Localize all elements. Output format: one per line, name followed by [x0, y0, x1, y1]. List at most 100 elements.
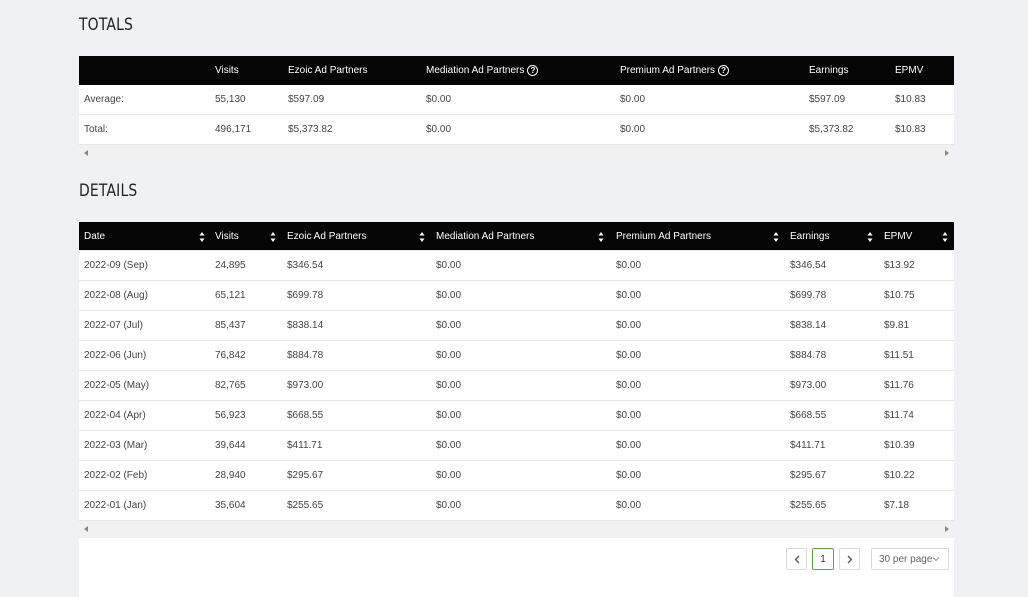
earnings-cell: $973.00 — [790, 380, 827, 391]
visits-cell: 65,121 — [215, 290, 246, 301]
mediation-cell: $0.00 — [436, 380, 462, 391]
premium-cell: $0.00 — [616, 290, 642, 301]
date-cell: 2022-04 (Apr) — [84, 410, 146, 421]
sort-icon[interactable] — [270, 231, 276, 243]
earnings-cell: $699.78 — [790, 290, 827, 301]
mediation-cell: $0.00 — [436, 470, 462, 481]
table-row: 2022-05 (May) 82,765 $973.00 $0.00 $0.00 $973… — [79, 371, 954, 401]
ezoic-cell: $838.14 — [287, 320, 324, 331]
mediation-cell: $0.00 — [436, 410, 462, 421]
premium-cell: $0.00 — [620, 124, 646, 135]
help-circle-icon[interactable]: ? — [527, 65, 539, 76]
mediation-cell: $0.00 — [426, 124, 452, 135]
pagination-bar: 1 30 per page — [79, 538, 954, 597]
sort-icon[interactable] — [942, 231, 948, 243]
mediation-cell: $0.00 — [436, 260, 462, 271]
date-cell: 2022-01 (Jan) — [84, 500, 147, 511]
sort-icon[interactable] — [419, 231, 425, 243]
sort-icon[interactable] — [867, 231, 873, 243]
sort-icon[interactable] — [773, 231, 779, 243]
details-header-row: Date Visits Ezoic Ad Partners Mediation … — [79, 222, 954, 251]
totals-row-average: Average: 55,130 $597.09 $0.00 $0.00 $597… — [79, 85, 954, 115]
totals-header-premium: Premium Ad Partners ? — [620, 56, 730, 85]
details-header-earnings[interactable]: Earnings — [790, 230, 830, 242]
earnings-cell: $295.67 — [790, 470, 827, 481]
ezoic-cell: $255.65 — [287, 500, 324, 511]
ezoic-cell: $699.78 — [287, 290, 324, 301]
details-header-visits[interactable]: Visits — [215, 230, 239, 242]
page-size-label: 30 per page — [879, 553, 933, 565]
scroll-left-icon[interactable] — [84, 150, 88, 156]
visits-cell: 56,923 — [215, 410, 246, 421]
page-number-current[interactable]: 1 — [812, 548, 834, 570]
details-header-date[interactable]: Date — [84, 230, 106, 242]
premium-cell: $0.00 — [616, 380, 642, 391]
page-size-select[interactable]: 30 per page — [871, 548, 949, 570]
earnings-cell: $346.54 — [790, 260, 827, 271]
earnings-cell: $668.55 — [790, 410, 827, 421]
epmv-cell: $10.75 — [884, 290, 915, 301]
sort-icon[interactable] — [199, 231, 205, 243]
epmv-cell: $10.39 — [884, 440, 915, 451]
mediation-cell: $0.00 — [436, 350, 462, 361]
totals-header-row: Visits Ezoic Ad Partners Mediation Ad Pa… — [79, 56, 954, 85]
table-row: 2022-03 (Mar) 39,644 $411.71 $0.00 $0.00 $411… — [79, 431, 954, 461]
earnings-cell: $597.09 — [809, 94, 846, 105]
totals-horizontal-scrollbar[interactable] — [79, 145, 954, 161]
earnings-cell: $411.71 — [790, 440, 826, 451]
earnings-cell: $5,373.82 — [809, 124, 854, 135]
details-header-epmv[interactable]: EPMV — [884, 230, 913, 242]
premium-cell: $0.00 — [616, 440, 642, 451]
ezoic-cell: $295.67 — [287, 470, 324, 481]
details-header-mediation[interactable]: Mediation Ad Partners — [436, 230, 535, 242]
visits-cell: 55,130 — [215, 94, 246, 105]
visits-cell: 496,171 — [215, 124, 252, 135]
visits-cell: 35,604 — [215, 500, 246, 511]
visits-cell: 85,437 — [215, 320, 246, 331]
totals-header-epmv: EPMV — [895, 65, 924, 76]
scroll-right-icon[interactable] — [945, 150, 949, 156]
totals-header-premium-label: Premium Ad Partners — [620, 65, 716, 76]
totals-header-earnings: Earnings — [809, 65, 849, 76]
epmv-cell: $11.51 — [884, 350, 914, 361]
mediation-cell: $0.00 — [436, 500, 462, 511]
epmv-cell: $11.76 — [884, 380, 914, 391]
details-header-ezoic[interactable]: Ezoic Ad Partners — [287, 230, 367, 242]
scroll-right-icon[interactable] — [945, 526, 949, 532]
ezoic-cell: $5,373.82 — [288, 124, 333, 135]
date-cell: 2022-05 (May) — [84, 380, 150, 391]
premium-cell: $0.00 — [616, 260, 642, 271]
sort-icon[interactable] — [598, 231, 604, 243]
next-page-button[interactable] — [839, 548, 860, 570]
ezoic-cell: $668.55 — [287, 410, 324, 421]
date-cell: 2022-02 (Feb) — [84, 470, 148, 481]
premium-cell: $0.00 — [616, 470, 642, 481]
totals-title: TOTALS — [79, 15, 134, 35]
date-cell: 2022-06 (Jun) — [84, 350, 147, 361]
earnings-cell: $255.65 — [790, 500, 827, 511]
details-horizontal-scrollbar[interactable] — [79, 521, 954, 537]
table-row: 2022-02 (Feb) 28,940 $295.67 $0.00 $0.00 $295… — [79, 461, 954, 491]
prev-page-button[interactable] — [786, 548, 807, 570]
details-body: 2022-09 (Sep) 24,895 $346.54 $0.00 $0.00 $346… — [79, 251, 954, 521]
epmv-cell: $9.81 — [884, 320, 910, 331]
premium-cell: $0.00 — [616, 410, 642, 421]
scroll-left-icon[interactable] — [84, 526, 88, 532]
table-row: 2022-09 (Sep) 24,895 $346.54 $0.00 $0.00 $346… — [79, 251, 954, 281]
epmv-cell: $10.22 — [884, 470, 915, 481]
details-header-premium[interactable]: Premium Ad Partners — [616, 230, 712, 242]
table-row: 2022-06 (Jun) 76,842 $884.78 $0.00 $0.00 $884… — [79, 341, 954, 371]
premium-cell: $0.00 — [620, 94, 646, 105]
totals-header-ezoic: Ezoic Ad Partners — [288, 65, 368, 76]
totals-header-mediation-label: Mediation Ad Partners — [426, 65, 525, 76]
epmv-cell: $10.83 — [895, 124, 926, 135]
mediation-cell: $0.00 — [436, 440, 462, 451]
ezoic-cell: $597.09 — [288, 94, 325, 105]
ezoic-cell: $884.78 — [287, 350, 324, 361]
visits-cell: 76,842 — [215, 350, 246, 361]
epmv-cell: $13.92 — [884, 260, 915, 271]
help-circle-icon[interactable]: ? — [718, 65, 730, 76]
ezoic-cell: $346.54 — [287, 260, 324, 271]
visits-cell: 24,895 — [215, 260, 246, 271]
date-cell: 2022-03 (Mar) — [84, 440, 148, 451]
